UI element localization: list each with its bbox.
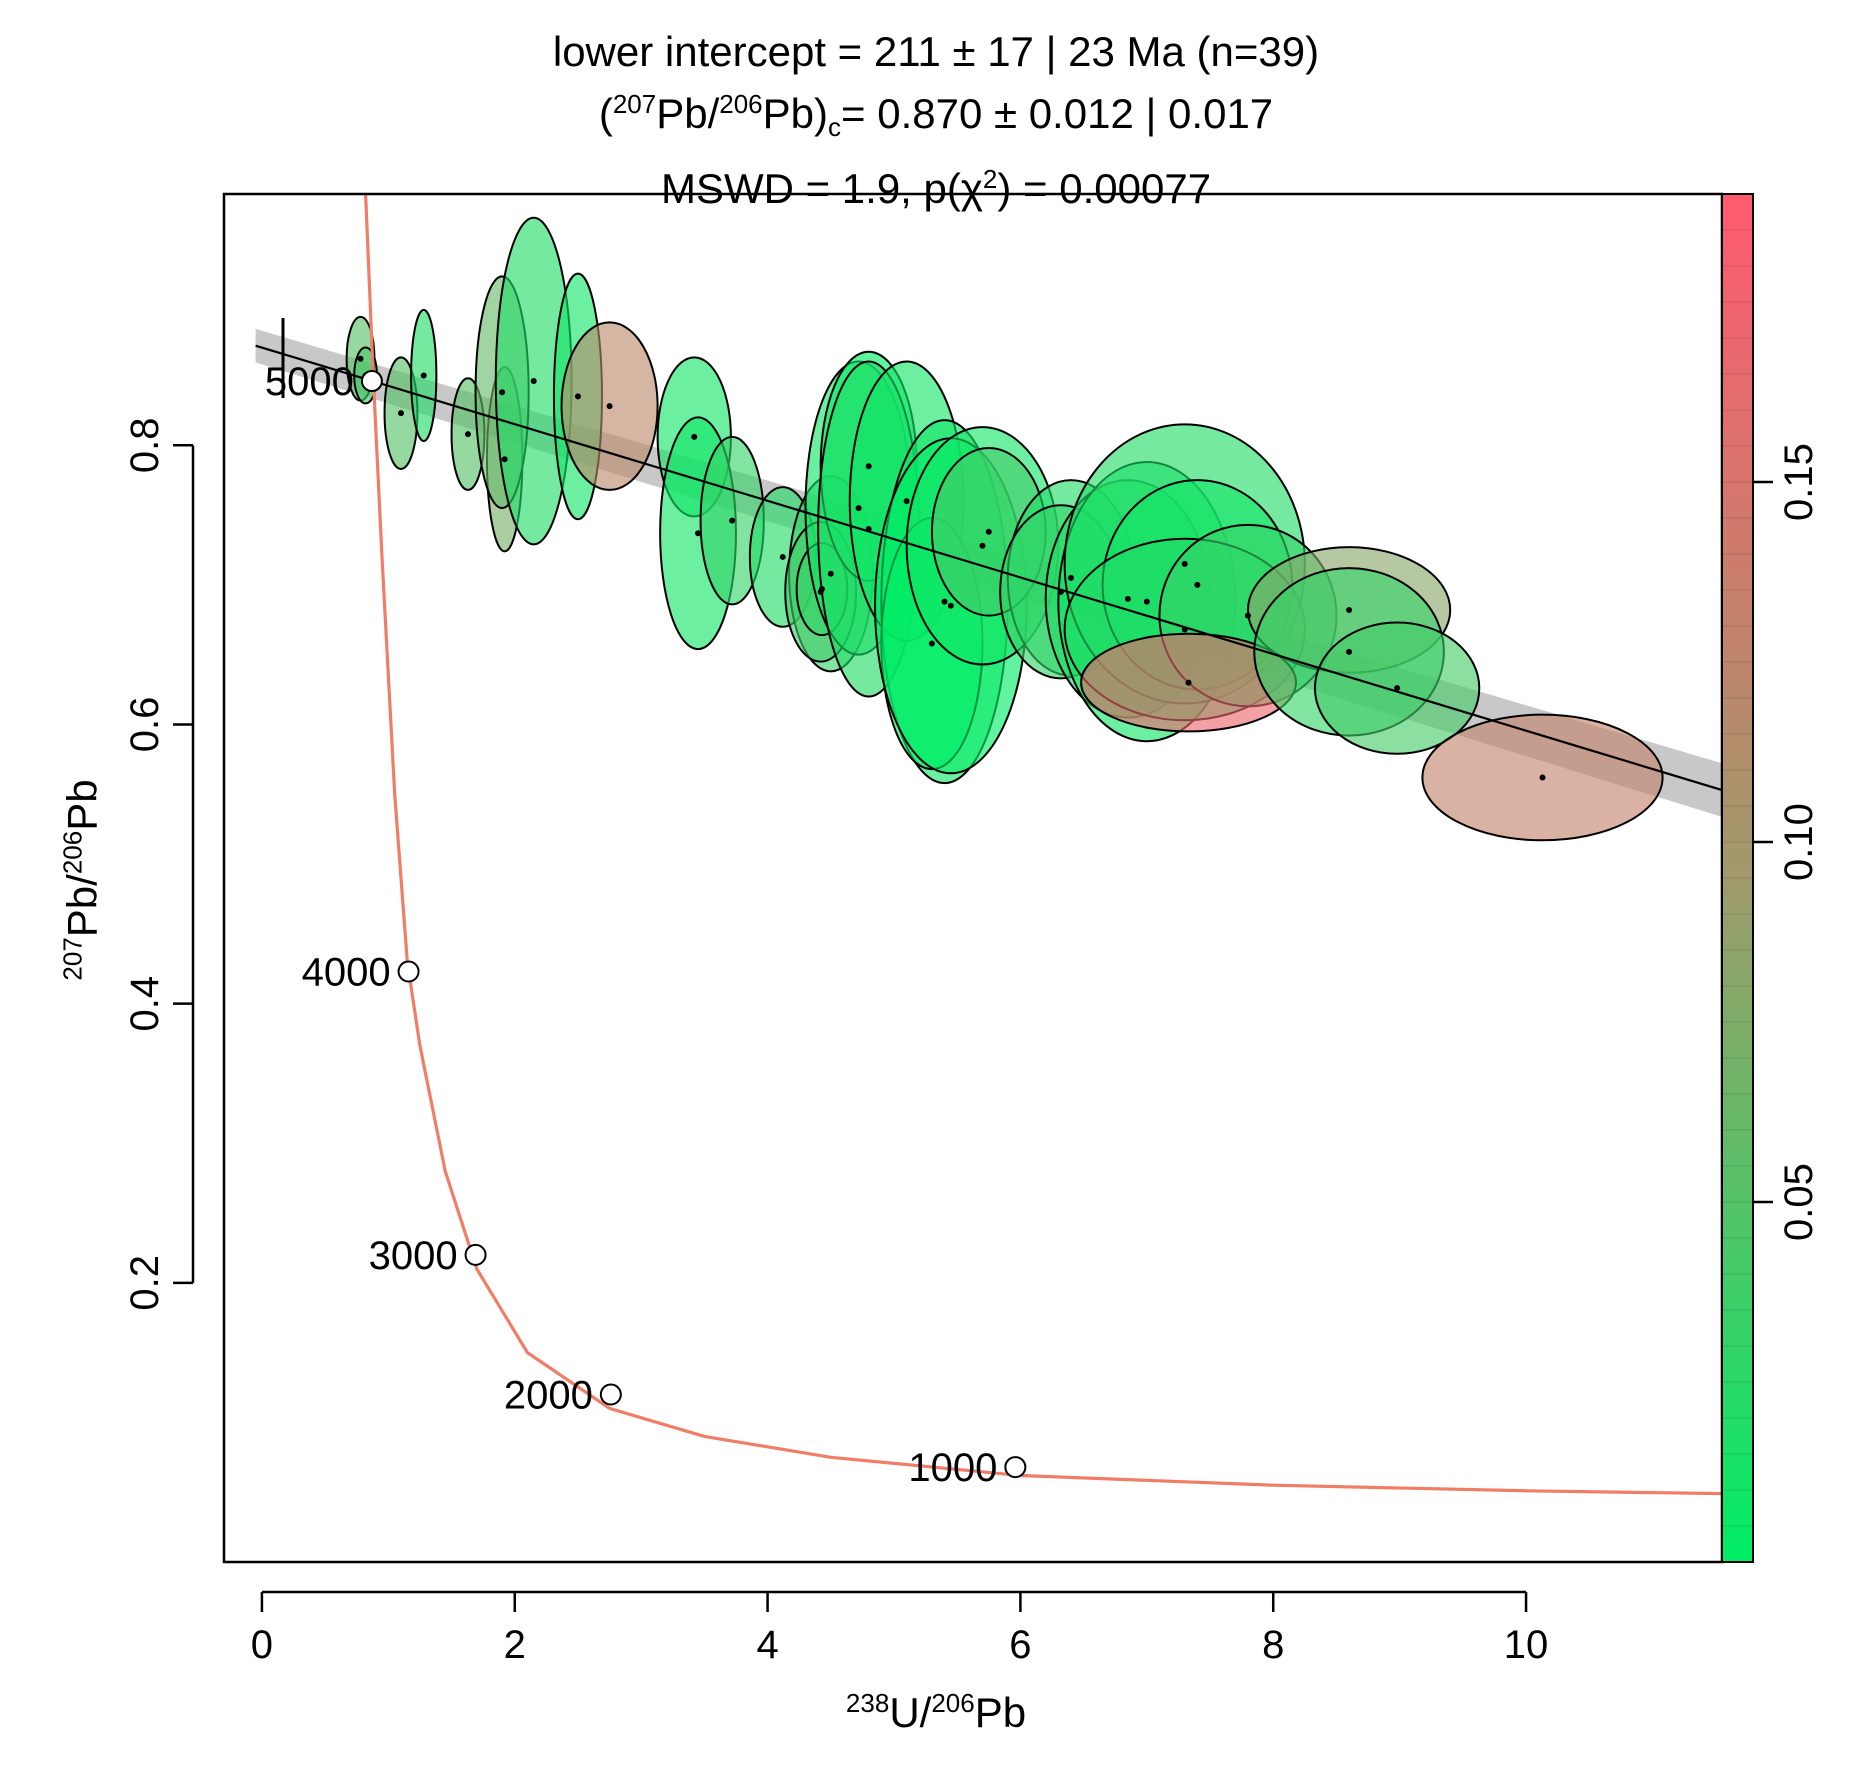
x-tick-label: 8 bbox=[1262, 1623, 1284, 1667]
title-line-3-sup: 2 bbox=[982, 164, 998, 194]
data-point bbox=[691, 433, 698, 440]
data-point bbox=[397, 410, 404, 417]
x-label-sup-b: 206 bbox=[931, 1688, 975, 1718]
x-label-text-b: Pb bbox=[974, 1689, 1027, 1736]
data-point bbox=[979, 542, 986, 549]
y-axis-label: 207Pb/206Pb bbox=[58, 779, 107, 980]
data-point bbox=[818, 586, 825, 593]
data-point bbox=[530, 378, 537, 385]
concordia-age-marker bbox=[599, 1383, 622, 1406]
concordia-age-label: 3000 bbox=[369, 1234, 458, 1278]
concordia-age-label: 1000 bbox=[908, 1446, 997, 1490]
chart-title: lower intercept = 211 ± 17 | 23 Ma (n=39… bbox=[0, 26, 1872, 215]
concordia-age-marker bbox=[1004, 1456, 1027, 1479]
data-point bbox=[1394, 685, 1401, 692]
y-label-sup-a: 207 bbox=[57, 937, 88, 981]
title-line-2-sup-b: 206 bbox=[719, 89, 763, 119]
data-point bbox=[1539, 774, 1546, 781]
data-point bbox=[357, 355, 364, 362]
title-line-3: MSWD = 1.9, p(χ2) = 0.00077 bbox=[0, 153, 1872, 215]
x-tick-label: 6 bbox=[1009, 1623, 1031, 1667]
data-point bbox=[947, 602, 954, 609]
data-point bbox=[501, 456, 508, 463]
y-tick-label: 0.8 bbox=[123, 417, 167, 473]
data-point bbox=[1124, 595, 1131, 602]
colorbar-tick-label: 0.10 bbox=[1777, 803, 1821, 881]
y-tick-label: 0.4 bbox=[123, 976, 167, 1032]
x-axis-label: 238U/206Pb bbox=[0, 1688, 1872, 1737]
data-point bbox=[574, 393, 581, 400]
title-line-2-pb-a: Pb/ bbox=[656, 90, 720, 137]
data-point bbox=[855, 505, 862, 512]
x-axis: 0 2 4 6 8 10 bbox=[251, 1590, 1549, 1667]
data-point bbox=[1346, 606, 1353, 613]
data-point bbox=[1067, 574, 1074, 581]
colorbar-bands bbox=[1722, 229, 1753, 1527]
concordia-age-markers: 5000 4000 3000 2000 1000 bbox=[265, 360, 1027, 1490]
concordia-age-marker bbox=[360, 370, 383, 393]
data-point bbox=[1346, 648, 1353, 655]
concordia-age-label: 4000 bbox=[302, 951, 391, 995]
x-tick-label: 4 bbox=[756, 1623, 778, 1667]
data-point bbox=[729, 517, 736, 524]
title-line-2-open: ( bbox=[598, 90, 613, 137]
title-line-3-b: ) = 0.00077 bbox=[997, 165, 1212, 212]
data-point bbox=[1181, 560, 1188, 567]
regression-line bbox=[255, 344, 1722, 792]
colorbar bbox=[1721, 193, 1754, 1563]
title-line-2-pb-b: Pb) bbox=[762, 90, 829, 137]
data-point bbox=[779, 553, 786, 560]
concordia-age-marker bbox=[397, 960, 420, 983]
title-line-2-sub: c bbox=[828, 112, 842, 142]
concordia-age-label: 2000 bbox=[504, 1373, 593, 1417]
title-line-2: (207Pb/206Pb)c= 0.870 ± 0.012 | 0.017 bbox=[0, 78, 1872, 153]
data-point-centers bbox=[357, 355, 1546, 781]
x-tick-label: 10 bbox=[1504, 1623, 1549, 1667]
colorbar-tick-label: 0.05 bbox=[1777, 1163, 1821, 1241]
title-line-1: lower intercept = 211 ± 17 | 23 Ma (n=39… bbox=[0, 26, 1872, 78]
data-point bbox=[865, 463, 872, 470]
data-point bbox=[985, 528, 992, 535]
y-tick-label: 0.2 bbox=[123, 1255, 167, 1311]
y-axis: 0.2 0.4 0.6 0.8 bbox=[123, 417, 195, 1311]
x-label-text-a: U/ bbox=[889, 1689, 932, 1736]
y-label-text-b: Pb bbox=[58, 779, 106, 831]
data-point bbox=[1194, 581, 1201, 588]
data-point bbox=[1244, 612, 1251, 619]
data-point bbox=[827, 570, 834, 577]
colorbar-axis: 0.05 0.10 0.15 bbox=[1753, 443, 1821, 1241]
x-tick-label: 2 bbox=[504, 1623, 526, 1667]
data-point bbox=[695, 530, 702, 537]
y-label-text-a: Pb/ bbox=[58, 874, 106, 938]
data-point bbox=[1185, 679, 1192, 686]
data-point bbox=[1057, 588, 1064, 595]
error-ellipses bbox=[345, 216, 1664, 842]
data-point bbox=[420, 372, 427, 379]
data-point bbox=[928, 640, 935, 647]
title-line-3-a: MSWD = 1.9, p(χ bbox=[660, 165, 983, 212]
data-point bbox=[1143, 598, 1150, 605]
y-label-sup-b: 206 bbox=[57, 830, 88, 875]
data-point bbox=[499, 389, 506, 396]
x-label-sup-a: 238 bbox=[845, 1688, 890, 1718]
title-line-1-text: lower intercept = 211 ± 17 | 23 Ma (n=39… bbox=[552, 28, 1320, 75]
colorbar-tick-label: 0.15 bbox=[1777, 443, 1821, 521]
data-point bbox=[464, 431, 471, 438]
data-point bbox=[606, 403, 613, 410]
x-tick-label: 0 bbox=[251, 1623, 273, 1667]
title-line-2-sup-a: 207 bbox=[612, 89, 657, 119]
data-point bbox=[941, 598, 948, 605]
data-point bbox=[865, 526, 872, 533]
data-point bbox=[903, 498, 910, 505]
data-point bbox=[1181, 626, 1188, 633]
concordia-age-marker bbox=[464, 1243, 487, 1266]
y-tick-label: 0.6 bbox=[123, 697, 167, 753]
concordia-age-label: 5000 bbox=[265, 360, 354, 404]
title-line-2-rest: = 0.870 ± 0.012 | 0.017 bbox=[841, 90, 1274, 137]
concordia-curve bbox=[364, 194, 1722, 1496]
